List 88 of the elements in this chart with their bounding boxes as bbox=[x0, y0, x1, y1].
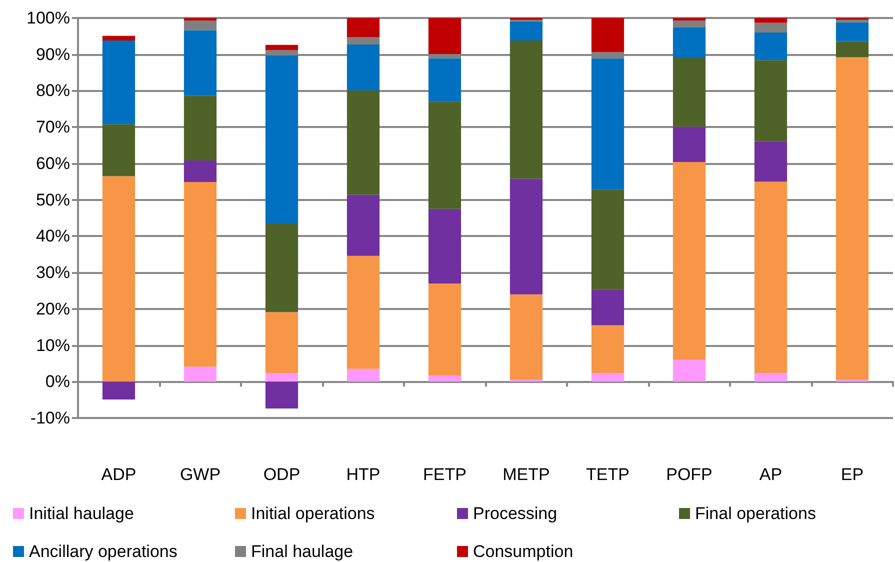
bar bbox=[591, 290, 624, 326]
bar bbox=[591, 325, 624, 374]
bar bbox=[428, 208, 462, 284]
bar bbox=[346, 256, 380, 369]
y-tick-label: 50% bbox=[36, 190, 70, 210]
bar bbox=[184, 182, 217, 367]
bar bbox=[265, 312, 298, 374]
bar bbox=[836, 57, 869, 380]
bar bbox=[102, 40, 136, 124]
bar bbox=[184, 18, 217, 21]
bar bbox=[672, 18, 706, 21]
legend-label: Consumption bbox=[473, 542, 574, 561]
y-tick-label: 0% bbox=[45, 372, 70, 392]
bar bbox=[754, 32, 788, 60]
bar bbox=[428, 18, 462, 54]
y-tick-label: 40% bbox=[36, 226, 70, 246]
y-tick-label: 20% bbox=[36, 299, 70, 318]
y-tick-label: 70% bbox=[36, 118, 70, 137]
bar bbox=[265, 44, 298, 50]
y-tick-label: 80% bbox=[36, 81, 70, 100]
y-tick-label: -10% bbox=[30, 408, 70, 428]
bar bbox=[428, 283, 462, 376]
y-tick-label: 10% bbox=[36, 336, 70, 355]
bar bbox=[102, 176, 136, 382]
bar bbox=[265, 223, 298, 312]
y-tick-label: 100% bbox=[26, 8, 70, 28]
bar bbox=[510, 294, 543, 380]
bar bbox=[265, 382, 298, 409]
x-tick-label: METP bbox=[502, 465, 550, 484]
bar bbox=[754, 22, 788, 33]
bar bbox=[184, 366, 217, 382]
x-tick-label: GWP bbox=[180, 465, 221, 484]
bar bbox=[672, 126, 706, 162]
bar bbox=[428, 375, 462, 382]
bar bbox=[754, 182, 788, 374]
bar bbox=[591, 373, 624, 382]
bar bbox=[346, 368, 380, 382]
bar bbox=[836, 41, 869, 58]
x-tick-label: EP bbox=[840, 465, 864, 484]
bar bbox=[102, 124, 136, 176]
bar bbox=[428, 58, 462, 102]
bar bbox=[591, 58, 624, 190]
bar bbox=[346, 90, 380, 195]
bar bbox=[510, 21, 543, 41]
y-tick-label: 90% bbox=[36, 44, 70, 64]
x-tick-label: POFP bbox=[666, 465, 712, 484]
bar bbox=[346, 37, 380, 45]
x-tick-label: ODP bbox=[263, 465, 300, 484]
bar bbox=[346, 18, 380, 38]
bar bbox=[754, 60, 788, 142]
bar bbox=[672, 20, 706, 28]
bar bbox=[184, 30, 217, 96]
legend-label: Initial haulage bbox=[29, 504, 134, 523]
x-tick-label: AP bbox=[759, 465, 782, 484]
bar bbox=[184, 160, 217, 182]
bar bbox=[754, 373, 788, 382]
bar bbox=[346, 44, 380, 90]
legend-label: Final haulage bbox=[251, 542, 354, 561]
y-tick-label: 30% bbox=[36, 263, 70, 282]
bar bbox=[102, 36, 136, 41]
bar bbox=[346, 194, 380, 256]
bar bbox=[591, 18, 624, 52]
legend-label: Final operations bbox=[695, 504, 816, 523]
bar bbox=[265, 55, 298, 224]
bar bbox=[836, 20, 869, 22]
x-tick-label: ADP bbox=[101, 465, 136, 484]
x-tick-label: TETP bbox=[586, 465, 630, 484]
legend-label: Initial operations bbox=[251, 504, 375, 523]
bar bbox=[836, 22, 869, 42]
x-tick-label: FETP bbox=[423, 465, 466, 484]
bar bbox=[672, 360, 706, 382]
legend-label: Processing bbox=[473, 504, 558, 523]
bar bbox=[672, 162, 706, 360]
y-tick-label: 60% bbox=[36, 154, 70, 173]
bar bbox=[672, 27, 706, 58]
bar bbox=[754, 141, 788, 182]
bar bbox=[265, 373, 298, 382]
legend-label: Ancillary operations bbox=[29, 542, 178, 561]
x-tick-label: HTP bbox=[346, 465, 380, 484]
bar bbox=[672, 58, 706, 127]
bar bbox=[510, 40, 543, 179]
bar bbox=[428, 102, 462, 209]
bar bbox=[510, 178, 543, 294]
bar bbox=[102, 382, 136, 400]
bar bbox=[754, 18, 788, 23]
bar bbox=[184, 20, 217, 30]
bar bbox=[184, 96, 217, 161]
bar bbox=[591, 190, 624, 290]
